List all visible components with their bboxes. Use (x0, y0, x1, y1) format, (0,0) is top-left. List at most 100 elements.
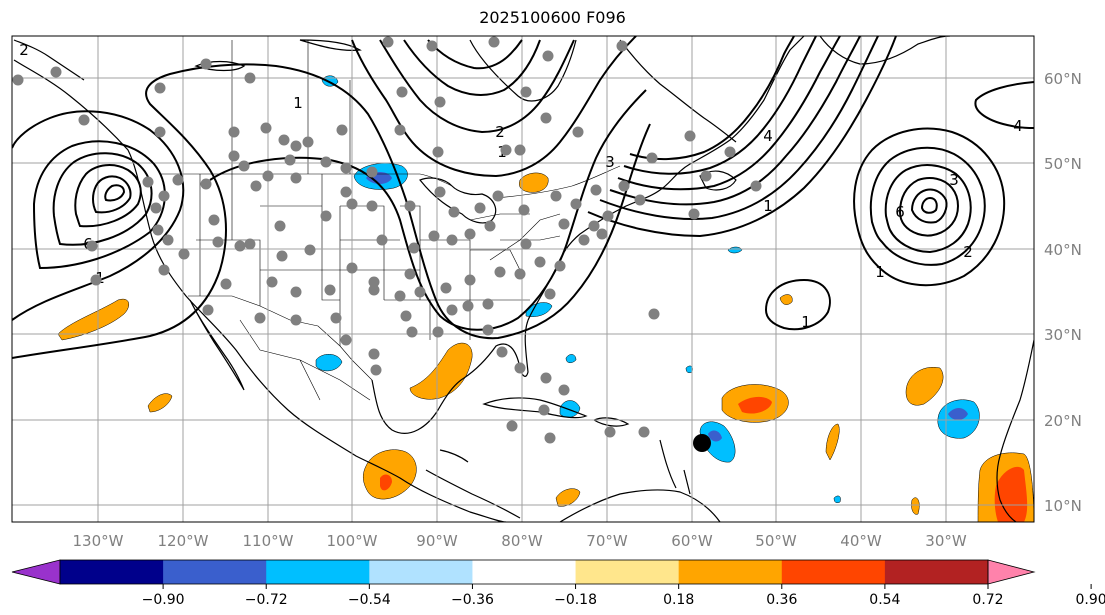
station-dot (518, 204, 530, 216)
station-dot (540, 372, 552, 384)
contour-west-6 (104, 184, 126, 202)
colorbar-segment (575, 560, 680, 584)
station-dot (382, 36, 394, 48)
map-background (12, 36, 1034, 522)
colorbar-frame (59, 559, 989, 585)
lon-label: 110°W (243, 532, 294, 550)
map-frame (11, 35, 1035, 523)
anomaly-negative-7-core (948, 408, 968, 420)
lat-label: 60°N (1044, 70, 1082, 88)
anomaly-negative-4 (525, 302, 553, 317)
station-dot (320, 210, 332, 222)
station-dot (254, 312, 266, 324)
station-dot (90, 274, 102, 286)
station-dot (538, 404, 550, 416)
anomaly-positive-4 (147, 393, 173, 413)
contour-east-6 (920, 196, 938, 214)
station-dot (558, 218, 570, 230)
colorbar-tick-label: 0.36 (766, 592, 797, 608)
station-dot (464, 228, 476, 240)
station-dot (426, 40, 438, 52)
coastlines (13, 36, 1034, 522)
station-dot (172, 174, 184, 186)
station-dot (228, 126, 240, 138)
coast-africa (996, 339, 1034, 522)
station-dot (200, 178, 212, 190)
station-dot (432, 326, 444, 338)
contour-trough-4 (379, 39, 575, 134)
station-dot (340, 334, 352, 346)
station-dot (370, 364, 382, 376)
anomaly-positive-12 (555, 488, 581, 507)
station-dot (228, 150, 240, 162)
map-title: 2025100600 F096 (479, 8, 626, 27)
colorbar-tick-label: 0.54 (869, 592, 900, 608)
station-dot (324, 284, 336, 296)
station-dot (142, 176, 154, 188)
contour-label: 3 (605, 153, 615, 171)
station-dot (542, 50, 554, 62)
station-dot (150, 202, 162, 214)
station-dot (202, 304, 214, 316)
station-dot (154, 126, 166, 138)
longitude-labels: 130°W 120°W 110°W 100°W 90°W 80°W 70°W 60°W 50°W… (73, 532, 967, 550)
station-dot (638, 426, 650, 438)
station-dot (396, 86, 408, 98)
station-dot (86, 240, 98, 252)
station-dot (250, 180, 262, 192)
station-dot (262, 170, 274, 182)
contour-label: 2 (495, 123, 505, 141)
station-dot (368, 276, 380, 288)
contour-east-3 (884, 164, 972, 254)
station-dot (78, 114, 90, 126)
station-dot (434, 186, 446, 198)
map-content: 123446112361112 (12, 36, 1034, 522)
coast-newfoundland (699, 170, 737, 191)
station-dot (688, 208, 700, 220)
colorbar-tick-label: 0.18 (663, 592, 694, 608)
lat-label: 30°N (1044, 326, 1082, 344)
contour-west-5 (92, 175, 132, 214)
lat-label: 20°N (1044, 412, 1082, 430)
station-dot (340, 186, 352, 198)
station-dot (550, 190, 562, 202)
colorbar-tick-label: 0.72 (972, 592, 1003, 608)
contour-label: 4 (1013, 117, 1023, 135)
station-dot (724, 146, 736, 158)
colorbar-tick-label: −0.54 (348, 592, 391, 608)
station-dot (604, 426, 616, 438)
station-dot (406, 326, 418, 338)
station-dot (208, 214, 220, 226)
station-dot (482, 324, 494, 336)
border-states-3 (430, 213, 561, 340)
station-dot (616, 40, 628, 52)
station-dot (514, 144, 526, 156)
station-dot (290, 286, 302, 298)
station-dot (244, 72, 256, 84)
border-mexico-states (239, 319, 371, 401)
latitude-labels: 60°N 50°N 40°N 30°N 20°N 10°N (1044, 70, 1082, 515)
contour-label: 2 (19, 41, 29, 59)
contour-label: 1 (763, 197, 773, 215)
anomaly-negative-3 (315, 354, 343, 372)
station-dot (290, 172, 302, 184)
colorbar: −0.90 −0.72 −0.54 −0.36 −0.18 0.18 0.36 0.54 0.7… (11, 559, 1105, 608)
anomaly-negative-6 (699, 421, 736, 463)
station-dot (482, 298, 494, 310)
contour-label: 1 (875, 263, 885, 281)
station-dot (266, 276, 278, 288)
station-dot (596, 228, 608, 240)
anomaly-positive-3-core (380, 474, 392, 491)
coast-cuba (482, 397, 588, 419)
contour-atlantic-small (764, 278, 831, 331)
station-dot (572, 126, 584, 138)
station-dot (464, 274, 476, 286)
station-dot (212, 236, 224, 248)
station-dot (302, 136, 314, 148)
station-dot (496, 346, 508, 358)
station-dot (488, 36, 500, 48)
anomaly-positive-9 (905, 366, 944, 406)
station-dot (200, 58, 212, 70)
lon-label: 30°W (925, 532, 967, 550)
contour-ne-5 (623, 36, 817, 175)
